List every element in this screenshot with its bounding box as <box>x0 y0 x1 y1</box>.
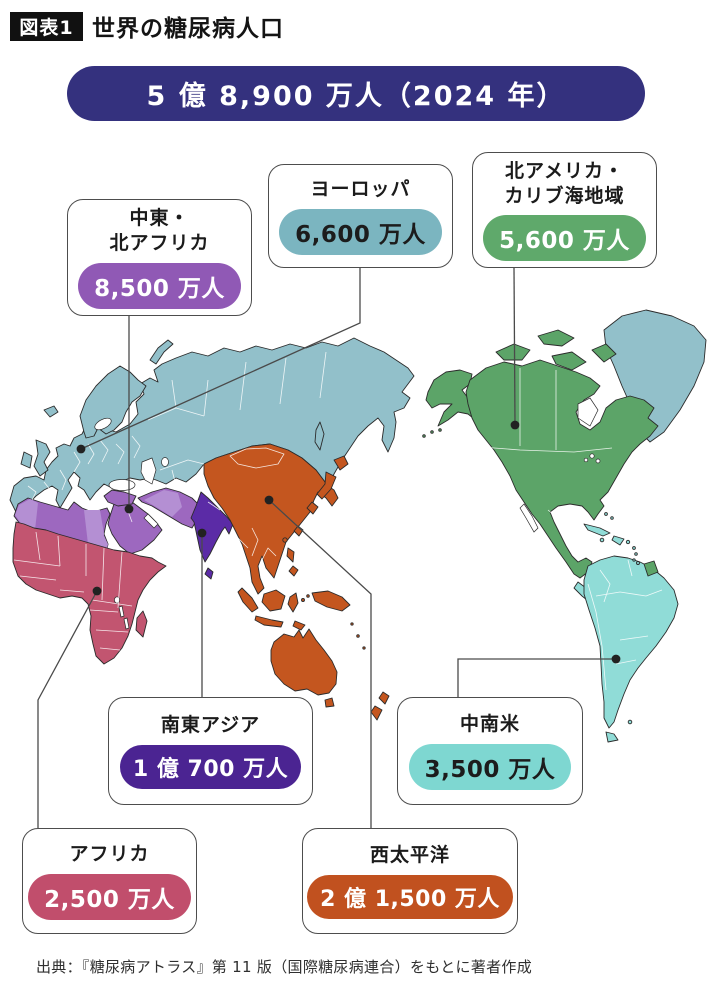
callout-mena: 中東・ 北アフリカ 8,500 万人 <box>67 199 252 316</box>
callout-wp: 西太平洋 2 億 1,500 万人 <box>302 828 518 934</box>
callout-europe-label: ヨーロッパ <box>310 178 411 201</box>
callout-africa-label: アフリカ <box>69 843 150 866</box>
region-csa-shape <box>573 512 679 743</box>
callout-nac-value: 5,600 万人 <box>483 215 646 262</box>
callout-mena-label: 中東・ 北アフリカ <box>109 207 210 254</box>
callout-csa: 中南米 3,500 万人 <box>397 697 583 805</box>
total-banner: 5 億 8,900 万人（2024 年） <box>67 66 645 121</box>
source-note: 出典：『糖尿病アトラス』第 11 版（国際糖尿病連合）をもとに著者作成 <box>36 958 533 976</box>
region-mena-shape <box>13 487 201 555</box>
callout-wp-label: 西太平洋 <box>369 844 450 867</box>
callout-africa-value: 2,500 万人 <box>28 873 191 920</box>
page-title: 世界の糖尿病人口 <box>92 16 284 42</box>
region-wp-shape <box>203 443 390 721</box>
callout-africa: アフリカ 2,500 万人 <box>22 828 197 934</box>
callout-sea-label: 南東アジア <box>160 714 261 737</box>
callout-nac: 北アメリカ・ カリブ海地域 5,600 万人 <box>472 152 657 268</box>
country-borders <box>13 351 663 691</box>
region-europe-shape <box>9 309 707 513</box>
leader-lines <box>37 267 621 828</box>
callout-sea: 南東アジア 1 億 700 万人 <box>108 697 313 805</box>
callout-csa-value: 3,500 万人 <box>408 743 572 790</box>
callout-wp-value: 2 億 1,500 万人 <box>307 874 513 919</box>
figure-tag: 図表1 <box>10 12 83 41</box>
callout-europe-value: 6,600 万人 <box>279 208 442 255</box>
callout-nac-label: 北アメリカ・ カリブ海地域 <box>504 159 625 207</box>
callout-sea-value: 1 億 700 万人 <box>119 744 302 789</box>
callout-csa-label: 中南米 <box>459 713 520 736</box>
callout-europe: ヨーロッパ 6,600 万人 <box>268 164 453 268</box>
region-nac-shape <box>422 329 659 579</box>
callout-mena-value: 8,500 万人 <box>78 262 241 309</box>
